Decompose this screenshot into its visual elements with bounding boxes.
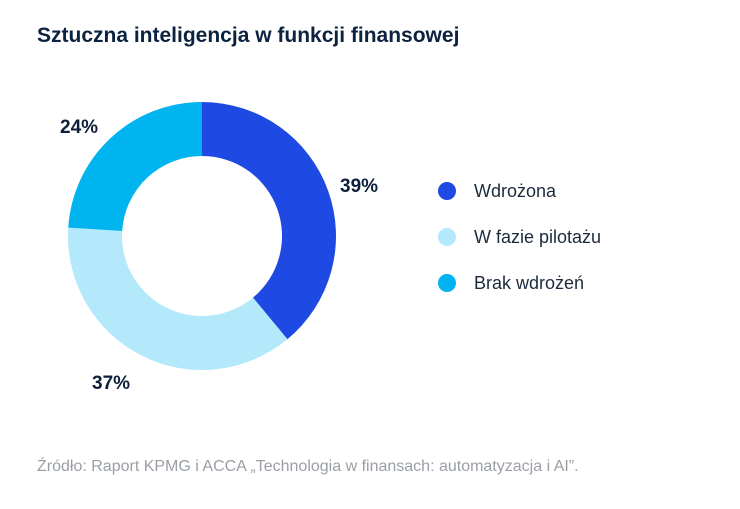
legend-swatch (438, 274, 456, 292)
legend-swatch (438, 228, 456, 246)
data-label-wdrozona: 39% (340, 176, 379, 197)
slice-wdrozona (202, 102, 337, 340)
chart-title: Sztuczna inteligencja w funkcji finansow… (37, 24, 460, 47)
legend-label: W fazie pilotażu (474, 226, 602, 247)
legend-swatch (438, 182, 456, 200)
source-note: Źródło: Raport KPMG i ACCA „Technologia … (37, 458, 579, 475)
legend-label: Brak wdrożeń (474, 272, 585, 293)
legend: Wdrożona W fazie pilotażu Brak wdrożeń (438, 179, 601, 317)
legend-item-pilotaz: W fazie pilotażu (438, 225, 601, 249)
data-label-pilotaz: 37% (92, 373, 131, 394)
slice-pilotaz (68, 227, 288, 371)
data-label-brak: 24% (60, 117, 99, 138)
legend-item-brak: Brak wdrożeń (438, 271, 601, 295)
slice-brak (68, 102, 202, 231)
legend-label: Wdrożona (474, 180, 557, 201)
legend-item-wdrozona: Wdrożona (438, 179, 601, 203)
